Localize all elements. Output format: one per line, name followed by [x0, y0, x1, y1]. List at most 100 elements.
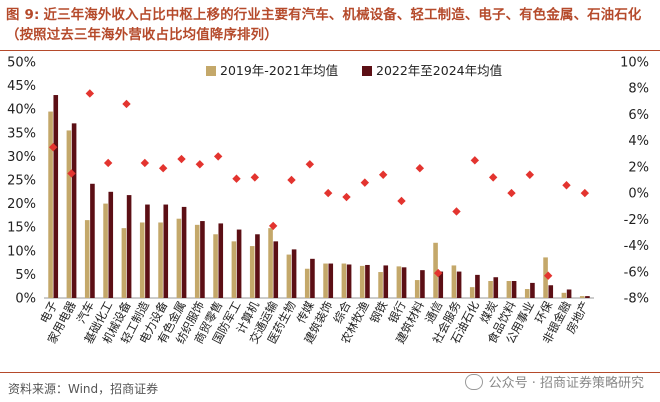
bar-series2	[255, 234, 260, 298]
bar-series2	[163, 204, 169, 298]
watermark: 公众号 · 招商证券策略研究	[464, 372, 644, 391]
bar-series1	[469, 287, 475, 298]
bar-series1	[103, 203, 108, 298]
left-tick-label: 45%	[7, 79, 36, 94]
bar-series2	[90, 183, 95, 298]
diamond-point	[122, 99, 131, 109]
bar-series2	[181, 206, 187, 298]
bar-series2	[511, 281, 517, 298]
left-tick-label: 10%	[7, 244, 36, 259]
right-tick-label: 4%	[628, 134, 649, 149]
bar-series1	[543, 257, 548, 298]
category-label: 钢铁	[367, 298, 390, 325]
title-rule	[0, 50, 660, 51]
diamond-point	[48, 143, 58, 152]
left-tick-label: 20%	[7, 197, 36, 212]
diamond-point	[287, 175, 296, 185]
left-tick-label: 35%	[7, 126, 36, 141]
right-tick-label: -8%	[624, 292, 649, 307]
bar-series1	[414, 280, 420, 298]
right-tick-label: 0%	[628, 187, 649, 202]
footer-rule	[0, 372, 660, 373]
legend-label-series1: 2019年-2021年均值	[220, 63, 338, 78]
bar-series2	[71, 123, 77, 298]
diamond-point	[360, 178, 370, 187]
diamond-point	[158, 164, 168, 173]
bar-series-group	[48, 95, 590, 298]
left-tick-label: 30%	[7, 150, 36, 165]
diamond-point	[140, 158, 150, 168]
bar-series2	[401, 267, 407, 298]
bar-series1	[323, 263, 328, 298]
bar-series1	[286, 254, 292, 298]
diamond-point	[397, 196, 406, 206]
bar-series1	[249, 246, 255, 298]
bar-series2	[145, 204, 150, 298]
diamond-point	[323, 188, 333, 198]
bar-series2	[236, 229, 242, 298]
bar-series1	[561, 292, 567, 298]
source-note: 资料来源：Wind，招商证券	[8, 382, 159, 396]
bar-series1	[451, 265, 457, 298]
diamond-point	[232, 174, 241, 183]
left-tick-label: 50%	[7, 56, 36, 71]
bar-series2	[456, 271, 462, 298]
right-tick-label: 8%	[628, 82, 649, 97]
right-tick-label: -2%	[624, 213, 649, 228]
bar-series1	[304, 268, 310, 298]
left-tick-label: 25%	[7, 174, 36, 189]
diamond-point	[433, 268, 443, 278]
diamond-point	[103, 158, 113, 168]
bar-series1	[213, 234, 218, 298]
diamond-point	[177, 154, 186, 164]
diamond-point	[213, 152, 223, 161]
left-tick-label: 15%	[7, 221, 36, 236]
bar-series1	[524, 289, 530, 298]
bar-series2	[200, 221, 205, 298]
diamond-point	[452, 207, 461, 216]
diamond-point	[342, 192, 351, 202]
watermark-text: 公众号 · 招商证券策略研究	[488, 376, 644, 391]
bar-series2	[346, 264, 352, 298]
wechat-icon	[464, 373, 483, 390]
right-tick-label: 2%	[628, 160, 649, 175]
bar-series1	[341, 263, 347, 298]
bar-series1	[66, 130, 72, 298]
diamond-point	[488, 173, 498, 182]
left-tick-label: 5%	[15, 268, 36, 283]
bar-series1	[579, 296, 585, 298]
bar-series1	[396, 266, 402, 298]
right-axis: -8% -6% -4% -2% 0% 2% 4% 6% 8% 10%	[620, 56, 649, 307]
bar-series2	[475, 274, 480, 298]
bar-series2	[310, 258, 315, 298]
bar-series1	[194, 224, 200, 298]
diamond-point	[378, 170, 388, 179]
legend-swatch-series2	[362, 66, 372, 76]
chart: 0% 5% 10% 15% 20% 25% 30% 35% 40% 45% 50% -8% -6% -4…	[7, 56, 649, 347]
figure-title: 图 9: 近三年海外收入占比中枢上移的行业主要有汽车、机械设备、轻工制造、电子、有…	[6, 6, 654, 46]
diamond-point	[268, 221, 278, 231]
bar-series2	[530, 282, 535, 298]
bar-series1	[268, 228, 273, 298]
diamond-point	[85, 89, 95, 98]
right-tick-label: -4%	[624, 239, 649, 254]
diamond-point	[562, 181, 571, 190]
bar-series1	[433, 242, 438, 298]
bar-series2	[493, 277, 499, 298]
legend-swatch-series1	[206, 66, 216, 76]
diamond-point	[305, 160, 315, 169]
bar-series2	[218, 223, 224, 298]
bar-series2	[438, 271, 444, 298]
bar-series2	[548, 285, 554, 298]
bar-series2	[365, 264, 370, 298]
bar-series1	[378, 272, 383, 298]
diamond-point	[525, 170, 535, 179]
bar-series2	[273, 241, 279, 298]
bar-series2	[383, 265, 389, 298]
bar-series2	[420, 270, 425, 298]
diamond-point	[507, 188, 516, 198]
bar-series2	[585, 296, 590, 298]
left-tick-label: 40%	[7, 103, 36, 118]
right-tick-label: -6%	[624, 265, 649, 280]
diamond-point	[470, 156, 480, 165]
